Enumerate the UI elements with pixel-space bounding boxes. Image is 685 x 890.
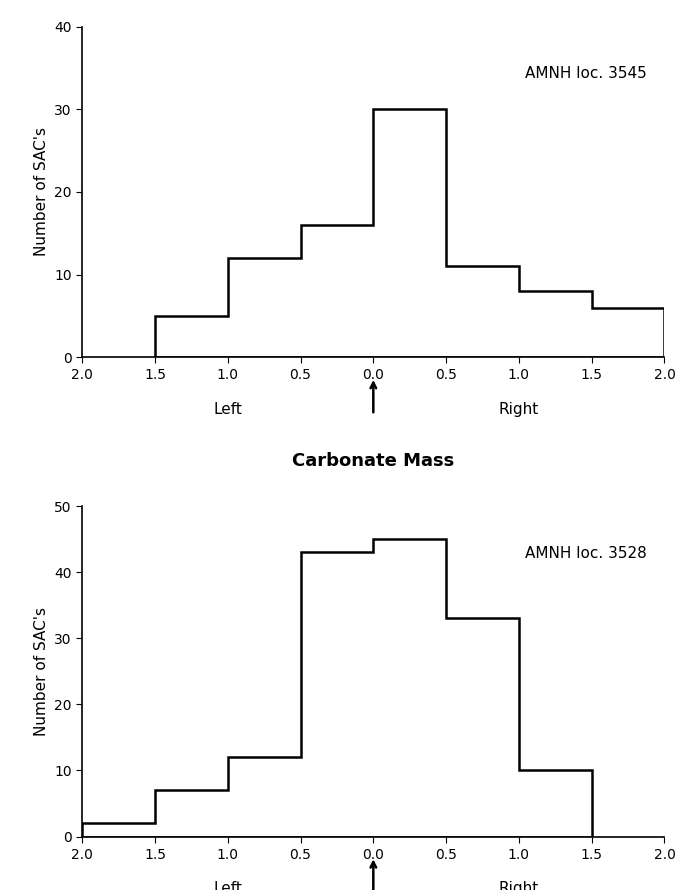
Text: Left: Left <box>213 881 242 890</box>
Text: Right: Right <box>499 401 539 417</box>
Text: Right: Right <box>499 881 539 890</box>
Text: AMNH loc. 3528: AMNH loc. 3528 <box>525 546 647 561</box>
Y-axis label: Number of SAC's: Number of SAC's <box>34 607 49 736</box>
Y-axis label: Number of SAC's: Number of SAC's <box>34 127 49 256</box>
Text: Carbonate Mass: Carbonate Mass <box>292 452 454 470</box>
Text: Left: Left <box>213 401 242 417</box>
Text: AMNH loc. 3545: AMNH loc. 3545 <box>525 67 647 81</box>
